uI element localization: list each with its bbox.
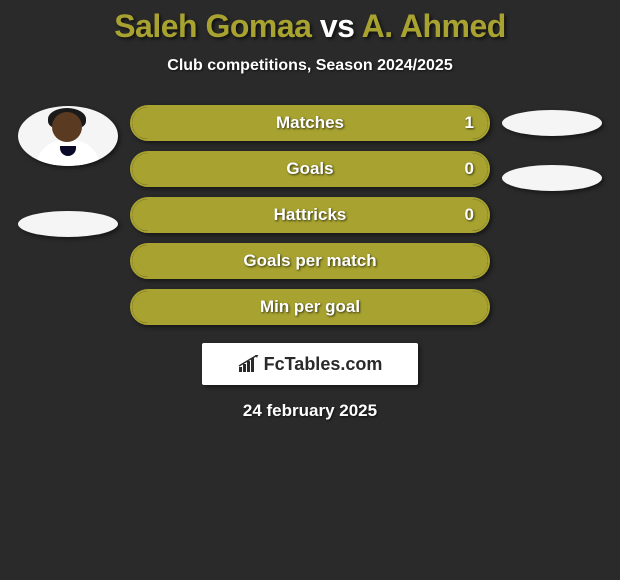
stats-col: Matches1Goals0Hattricks0Goals per matchM…: [128, 105, 492, 325]
fctables-logo-icon: [238, 355, 260, 373]
stat-label: Goals per match: [132, 245, 488, 277]
left-player-col: [8, 105, 128, 237]
stat-bar: Min per goal: [130, 289, 490, 325]
avatar-face: [52, 112, 82, 142]
stat-bar: Hattricks0: [130, 197, 490, 233]
branding-text: FcTables.com: [264, 354, 383, 375]
player2-avatar-oval: [502, 110, 602, 136]
comparison-infographic: Saleh Gomaa vs A. Ahmed Club competition…: [0, 0, 620, 421]
stat-bar: Goals per match: [130, 243, 490, 279]
title-player1: Saleh Gomaa: [114, 8, 311, 44]
player1-avatar: [18, 106, 118, 166]
subtitle: Club competitions, Season 2024/2025: [0, 57, 620, 75]
main-row: Matches1Goals0Hattricks0Goals per matchM…: [0, 105, 620, 325]
page-title: Saleh Gomaa vs A. Ahmed: [0, 8, 620, 45]
player2-name-oval: [502, 165, 602, 191]
stat-value-right: 1: [465, 107, 474, 139]
stat-value-right: 0: [465, 153, 474, 185]
stat-bar: Goals0: [130, 151, 490, 187]
stat-label: Hattricks: [132, 199, 488, 231]
stat-label: Matches: [132, 107, 488, 139]
title-vs: vs: [320, 8, 355, 44]
branding-badge: FcTables.com: [202, 343, 418, 385]
player1-avatar-wrap: [17, 101, 119, 171]
stat-label: Min per goal: [132, 291, 488, 323]
stat-value-right: 0: [465, 199, 474, 231]
stat-label: Goals: [132, 153, 488, 185]
title-player2: A. Ahmed: [362, 8, 506, 44]
right-player-col: [492, 105, 612, 201]
date-line: 24 february 2025: [0, 401, 620, 421]
stat-bar: Matches1: [130, 105, 490, 141]
player1-name-oval: [18, 211, 118, 237]
